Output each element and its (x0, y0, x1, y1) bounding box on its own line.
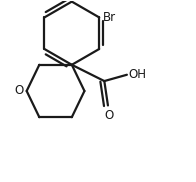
Text: OH: OH (129, 68, 147, 81)
Text: O: O (104, 109, 113, 122)
Text: O: O (15, 84, 24, 98)
Text: Br: Br (103, 11, 116, 24)
